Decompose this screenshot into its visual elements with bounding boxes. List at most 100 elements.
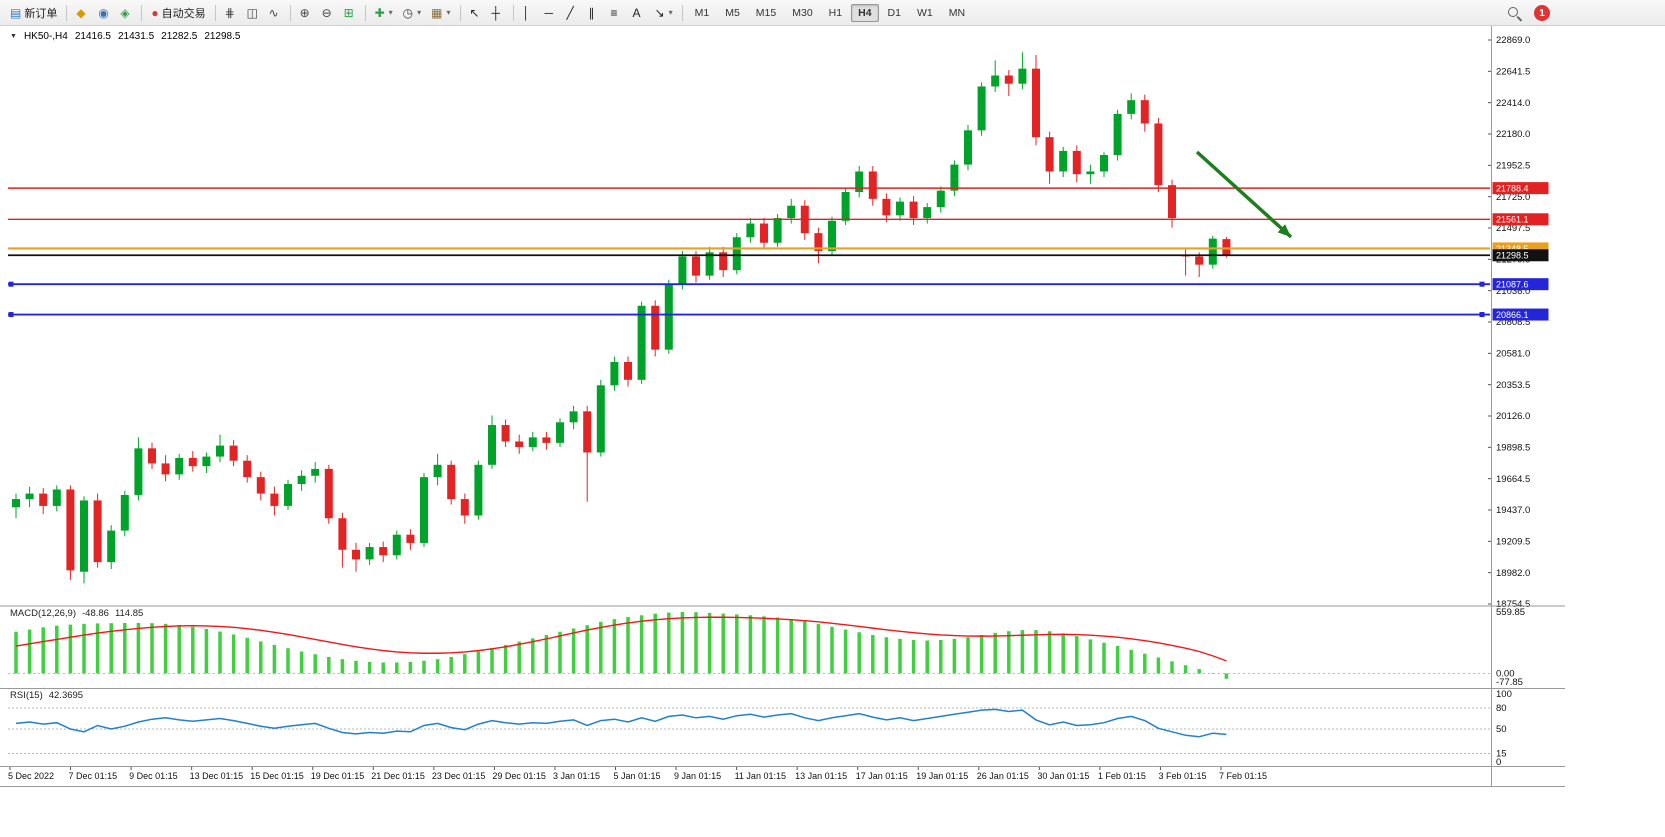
timeframe-d1[interactable]: D1: [881, 4, 908, 22]
templates-icon[interactable]: ▦ ▾: [427, 3, 454, 23]
line-chart-icon[interactable]: ∿: [265, 3, 285, 23]
svg-text:9 Jan 01:15: 9 Jan 01:15: [674, 771, 721, 781]
auto-trading-icon: ●: [151, 5, 159, 20]
auto-trading-button[interactable]: ● 自动交易: [147, 3, 209, 23]
macd-indicator-label: MACD(12,26,9) -48.86 114.85: [10, 608, 143, 619]
crosshair-icon[interactable]: ┼: [488, 3, 508, 23]
dropdown-caret-icon[interactable]: ▾: [446, 8, 451, 17]
current-price-line[interactable]: 21298.5: [8, 249, 1549, 262]
svg-text:3 Feb 01:15: 3 Feb 01:15: [1158, 771, 1206, 781]
svg-text:80: 80: [1496, 703, 1507, 714]
timeframe-m15[interactable]: M15: [749, 4, 783, 22]
notification-badge[interactable]: 1: [1534, 5, 1550, 21]
ohlc-close: 21298.5: [204, 31, 241, 42]
svg-text:18754.5: 18754.5: [1496, 599, 1530, 610]
svg-text:29 Dec 01:15: 29 Dec 01:15: [492, 771, 546, 781]
cursor-icon: ↖: [469, 5, 480, 20]
fibonacci-icon[interactable]: ≡: [607, 3, 627, 23]
zone-line-21348[interactable]: 21348.5: [8, 242, 1549, 255]
trendline-icon: ╱: [566, 5, 574, 20]
search-icon[interactable]: [1508, 6, 1521, 20]
svg-text:0: 0: [1496, 757, 1501, 768]
svg-text:19 Jan 01:15: 19 Jan 01:15: [916, 771, 968, 781]
line-chart-icon: ∿: [268, 5, 279, 20]
svg-text:100: 100: [1496, 689, 1512, 700]
svg-text:13 Dec 01:15: 13 Dec 01:15: [190, 771, 244, 781]
dropdown-caret-icon[interactable]: ▾: [417, 8, 422, 17]
svg-text:21036.0: 21036.0: [1496, 286, 1530, 297]
dropdown-caret-icon[interactable]: ▾: [668, 8, 673, 17]
support-line-20866[interactable]: 20866.1: [8, 308, 1549, 321]
navigator-icon[interactable]: ◈: [116, 3, 136, 23]
zoom-out-icon[interactable]: ⊖: [318, 3, 338, 23]
candlestick-chart-icon[interactable]: ◫: [243, 3, 263, 23]
vertical-line-icon[interactable]: │: [519, 3, 539, 23]
tile-windows-icon[interactable]: ⊞: [340, 3, 360, 23]
zoom-in-icon[interactable]: ⊕: [296, 3, 316, 23]
resistance-line-21561[interactable]: 21561.1: [8, 213, 1549, 226]
horizontal-line-icon[interactable]: ─: [541, 3, 561, 23]
svg-text:22414.0: 22414.0: [1496, 98, 1530, 109]
svg-text:21 Dec 01:15: 21 Dec 01:15: [371, 771, 425, 781]
svg-text:5 Jan 01:15: 5 Jan 01:15: [614, 771, 661, 781]
down-trend-arrow[interactable]: [1195, 150, 1293, 239]
text-icon[interactable]: A: [629, 3, 649, 23]
svg-text:17 Jan 01:15: 17 Jan 01:15: [856, 771, 908, 781]
toolbar-separator: [289, 4, 291, 21]
svg-text:20353.5: 20353.5: [1496, 380, 1530, 391]
toolbar-separator: [214, 4, 216, 21]
bar-chart-icon: ⋕: [224, 5, 235, 20]
collapse-indicator-icon[interactable]: ▼: [10, 33, 17, 40]
bar-chart-icon[interactable]: ⋕: [221, 3, 241, 23]
support-line-21087-tag: [1492, 278, 1549, 291]
rsi-indicator-label: RSI(15) 42.3695: [10, 690, 83, 701]
timeframe-h1[interactable]: H1: [822, 4, 849, 22]
resistance-line-21788[interactable]: 21788.4: [8, 182, 1549, 195]
svg-text:50: 50: [1496, 724, 1507, 735]
timeframe-m5[interactable]: M5: [718, 4, 747, 22]
data-window-icon[interactable]: ◉: [94, 3, 114, 23]
timeframe-mn[interactable]: MN: [942, 4, 972, 22]
market-watch-icon: ◆: [76, 5, 86, 20]
crosshair-icon: ┼: [491, 5, 501, 20]
new-order-button[interactable]: ▤ 新订单: [6, 3, 61, 23]
svg-text:20808.5: 20808.5: [1496, 317, 1530, 328]
svg-text:9 Dec 01:15: 9 Dec 01:15: [129, 771, 178, 781]
svg-text:5 Dec 2022: 5 Dec 2022: [8, 771, 54, 781]
trendline-icon[interactable]: ╱: [563, 3, 583, 23]
toolbar-separator: [66, 4, 68, 21]
macd-panel: 559.85 0.00-77.85: [8, 607, 1525, 688]
text-icon: A: [632, 5, 641, 20]
toolbar-separator: [512, 4, 514, 21]
periods-icon[interactable]: ◷ ▾: [399, 3, 426, 23]
svg-text:13 Jan 01:15: 13 Jan 01:15: [795, 771, 847, 781]
arrows-icon[interactable]: ↘ ▾: [651, 3, 677, 23]
time-axis[interactable]: 5 Dec 2022 7 Dec 01:15 9 Dec 01:15 13 Dec 0…: [8, 767, 1267, 781]
svg-text:-77.85: -77.85: [1496, 677, 1523, 688]
dropdown-caret-icon[interactable]: ▾: [388, 8, 393, 17]
price-axis[interactable]: 22869.0 22641.5 22414.0 22180.0 21952.5 21725…: [1488, 35, 1530, 610]
svg-text:21348.5: 21348.5: [1496, 244, 1529, 254]
market-watch-icon[interactable]: ◆: [72, 3, 92, 23]
toolbar-separator: [364, 4, 366, 21]
rsi-name: RSI(15): [10, 690, 43, 701]
support-line-21087[interactable]: 21087.6: [8, 278, 1549, 291]
svg-text:15 Dec 01:15: 15 Dec 01:15: [250, 771, 304, 781]
svg-text:559.85: 559.85: [1496, 607, 1525, 618]
zoom-in-icon: ⊕: [299, 5, 310, 20]
timeframe-m30[interactable]: M30: [785, 4, 819, 22]
candlestick-chart-icon: ◫: [246, 5, 258, 20]
toolbar: ▤ 新订单 ◆ ◉ ◈ ● 自动交易 ⋕ ◫ ∿ ⊕ ⊖ ⊞ ✚ ▾ ◷ ▾ ▦ ▾ ↖ ┼ │ ─ ╱ ∥ ≡ A ↘ ▾ M1 M5 M…: [0, 0, 1665, 26]
support-line-20866-tag: [1492, 308, 1549, 321]
indicators-icon[interactable]: ✚ ▾: [371, 3, 397, 23]
cursor-icon[interactable]: ↖: [466, 3, 486, 23]
svg-text:19437.0: 19437.0: [1496, 505, 1530, 516]
timeframe-m1[interactable]: M1: [688, 4, 717, 22]
timeframe-h4[interactable]: H4: [851, 3, 879, 22]
resistance-line-21788-tag: [1492, 182, 1549, 195]
svg-text:15: 15: [1496, 749, 1507, 760]
svg-text:19898.5: 19898.5: [1496, 443, 1530, 454]
channel-icon[interactable]: ∥: [585, 3, 605, 23]
timeframe-w1[interactable]: W1: [910, 4, 940, 22]
auto-trading-button-label: 自动交易: [161, 7, 206, 20]
